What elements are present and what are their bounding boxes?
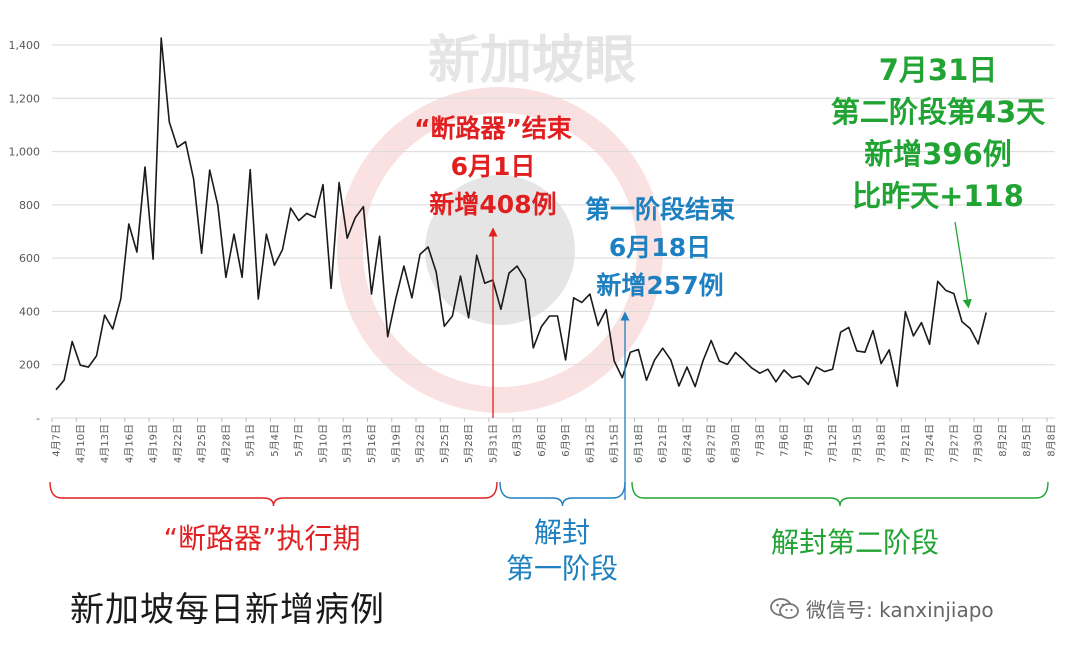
x-tick-label: 5月25日 [439, 424, 451, 463]
x-tick-label: 7月12日 [827, 424, 839, 463]
x-tick-label: 4月7日 [51, 424, 63, 457]
x-tick-label: 6月21日 [657, 424, 669, 463]
x-tick-label: 7月18日 [876, 424, 888, 463]
x-tick-label: 7月30日 [973, 424, 985, 463]
wechat-id: 微信号: kanxinjiapo [806, 598, 994, 622]
x-tick-label: 6月27日 [706, 424, 718, 463]
annotation-line: 新增408例 [429, 190, 556, 219]
annotation-line: “断路器”结束 [414, 114, 573, 143]
x-tick-label: 7月27日 [948, 424, 960, 463]
x-tick-label: 6月15日 [609, 424, 621, 463]
annotation-line: 第二阶段第43天 [831, 95, 1045, 129]
phase-bracket [49, 481, 498, 507]
x-tick-label: 8月2日 [997, 424, 1009, 457]
y-tick-label: 1,400 [9, 39, 41, 52]
x-tick-label: 4月22日 [172, 424, 184, 463]
annotation-line: 比昨天+118 [852, 179, 1024, 213]
x-tick-label: 7月15日 [851, 424, 863, 463]
phase-label: 解封第二阶段 [771, 526, 939, 559]
x-tick-label: 7月6日 [779, 424, 791, 457]
y-tick-label: 800 [19, 199, 40, 212]
phase-bracket [631, 481, 1049, 507]
y-tick-label: 600 [19, 252, 40, 265]
phase-bracket [499, 481, 626, 507]
y-tick-label: 1,200 [9, 92, 41, 105]
x-tick-label: 6月6日 [536, 424, 548, 457]
series-layer [55, 37, 987, 391]
chart-title: 新加坡每日新增病例 [70, 590, 385, 630]
wechat-account: 微信号: kanxinjiapo [770, 594, 994, 623]
y-tick-label: 400 [19, 305, 40, 318]
y-tick-label: - [36, 412, 40, 425]
x-tick-label: 4月13日 [99, 424, 111, 463]
x-tick-label: 6月18日 [633, 424, 645, 463]
annotation-line: 6月1日 [451, 152, 536, 181]
x-tick-label: 6月12日 [584, 424, 596, 463]
phase-label: 解封 [534, 516, 590, 549]
x-tick-label: 6月3日 [512, 424, 524, 457]
annotation-line: 7月31日 [879, 53, 998, 87]
x-tick-label: 6月30日 [730, 424, 742, 463]
x-tick-label: 5月13日 [342, 424, 354, 463]
x-tick-label: 5月22日 [415, 424, 427, 463]
x-axis: 4月7日 4月10日 4月13日 4月16日 4月19日 4月22日 4月25日 4月28日 5… [51, 418, 1057, 463]
annotation-line: 新增396例 [864, 137, 1012, 171]
x-tick-label: 5月10日 [317, 424, 329, 463]
phase-label: “断路器”执行期 [163, 522, 360, 555]
x-tick-label: 7月9日 [803, 424, 815, 457]
annotation-line: 第一阶段结束 [585, 195, 736, 224]
x-tick-label: 4月10日 [75, 424, 87, 463]
x-tick-label: 7月3日 [754, 424, 766, 457]
x-tick-label: 8月8日 [1045, 424, 1057, 457]
x-tick-label: 6月24日 [681, 424, 693, 463]
series-line [55, 37, 987, 391]
x-tick-label: 5月28日 [463, 424, 475, 463]
x-tick-label: 4月25日 [196, 424, 208, 463]
watermark-text: 新加坡眼 [428, 31, 636, 91]
y-tick-label: 1,000 [9, 146, 41, 159]
x-tick-label: 7月21日 [900, 424, 912, 463]
annotation-arrow [954, 221, 972, 309]
x-tick-label: 5月4日 [269, 424, 281, 457]
x-tick-label: 8月5日 [1021, 424, 1033, 457]
x-tick-label: 4月19日 [148, 424, 160, 463]
x-tick-label: 5月31日 [487, 424, 499, 463]
x-tick-label: 6月9日 [560, 424, 572, 457]
x-tick-label: 4月28日 [220, 424, 232, 463]
phase-label: 第一阶段 [506, 552, 618, 585]
annotation-line: 6月18日 [609, 233, 711, 262]
x-tick-label: 5月1日 [245, 424, 257, 457]
x-tick-label: 5月19日 [390, 424, 402, 463]
x-tick-label: 5月7日 [293, 424, 305, 457]
x-tick-label: 4月16日 [123, 424, 135, 463]
gridlines [52, 44, 1055, 419]
annotation-line: 新增257例 [596, 271, 723, 300]
x-tick-label: 7月24日 [924, 424, 936, 463]
y-tick-label: 200 [19, 359, 40, 372]
x-tick-label: 5月16日 [366, 424, 378, 463]
y-axis: - 200 400 600 800 1,000 1,200 1,400 [9, 39, 41, 425]
wechat-icon [770, 597, 800, 621]
